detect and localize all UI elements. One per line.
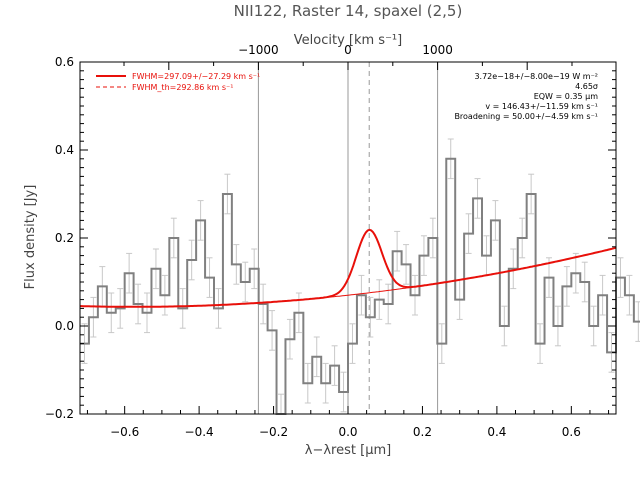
y-tick-label-3: 0.4 — [55, 143, 74, 157]
x-tick-label-0: −0.6 — [110, 425, 139, 439]
annotation-flux: 3.72e−18+/−8.00e−19 W m⁻² — [474, 72, 598, 81]
spectrum-line — [80, 157, 640, 415]
annotation-eqw: EQW = 0.35 μm — [534, 92, 598, 101]
fit-annotations: 3.72e−18+/−8.00e−19 W m⁻² 4.65σ EQW = 0.… — [454, 72, 598, 121]
y-tick-label-4: 0.6 — [55, 55, 74, 69]
x-tick-label-6: 0.6 — [562, 425, 581, 439]
x-tick-label-5: 0.4 — [487, 425, 506, 439]
fit-series — [80, 228, 617, 308]
x-tick-label-2: −0.2 — [259, 425, 288, 439]
legend-label-fwhm-th: FWHM_th=292.86 km s⁻¹ — [132, 83, 233, 92]
tick-labels: −0.6 −0.4 −0.2 0.0 0.2 0.4 0.6 −0.2 0.0 0.2 0.4 0.6… — [45, 43, 581, 439]
gaussian-fit-line — [80, 228, 617, 308]
error-bar-22 — [278, 393, 284, 415]
y-axis-label: Flux density [Jy] — [23, 185, 38, 290]
spectrum-series — [80, 157, 640, 415]
x-tick-label-3: 0.0 — [338, 425, 357, 439]
legend-label-fwhm: FWHM=297.09+/−27.29 km s⁻¹ — [132, 72, 260, 81]
top-tick-label-1: 0 — [344, 43, 352, 57]
top-tick-label-0: −1000 — [238, 43, 279, 57]
axes — [79, 61, 617, 415]
y-tick-label-1: 0.0 — [55, 319, 74, 333]
error-bars — [81, 138, 640, 415]
annotation-snr: 4.65σ — [575, 82, 598, 91]
annotation-velocity: v = 146.43+/−11.59 km s⁻¹ — [485, 102, 598, 111]
top-tick-label-2: 1000 — [422, 43, 453, 57]
annotation-broadening: Broadening = 50.00+/−4.59 km s⁻¹ — [454, 112, 598, 121]
legend: FWHM=297.09+/−27.29 km s⁻¹ FWHM_th=292.8… — [96, 72, 260, 92]
chart-title: NII122, Raster 14, spaxel (2,5) — [234, 2, 463, 20]
top-axis-label: Velocity [km s⁻¹] — [294, 33, 402, 48]
y-tick-label-0: −0.2 — [45, 407, 74, 421]
x-axis-label: λ−λrest [μm] — [305, 443, 391, 458]
x-tick-label-4: 0.2 — [413, 425, 432, 439]
y-tick-label-2: 0.2 — [55, 231, 74, 245]
x-tick-label-1: −0.4 — [185, 425, 214, 439]
